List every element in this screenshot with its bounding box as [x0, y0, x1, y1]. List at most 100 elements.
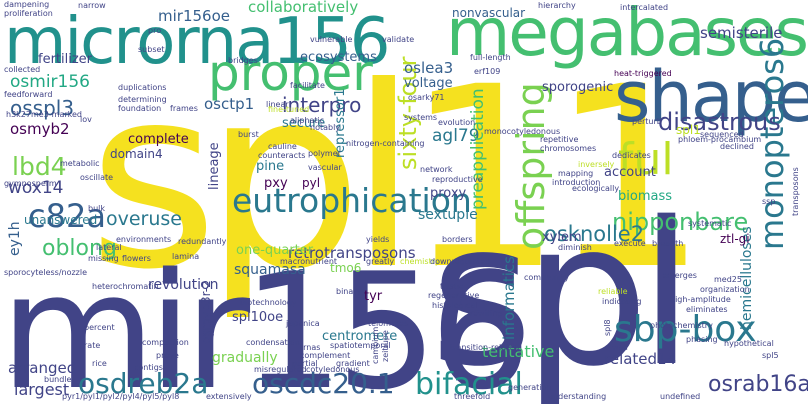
word: sporocyteless/nozzle	[4, 268, 88, 277]
word: tissue	[440, 282, 464, 291]
word: compaction	[142, 338, 189, 347]
word: full-length	[470, 53, 511, 62]
word: eliminates	[686, 305, 728, 314]
word: revolution	[148, 277, 219, 293]
word: telomeres	[368, 319, 409, 328]
word: osdreb2a	[78, 367, 209, 400]
word: oscillate	[80, 173, 114, 182]
word: rice	[92, 359, 107, 368]
word: arranged	[8, 359, 77, 377]
word: burst	[238, 130, 259, 139]
word: reproductive	[432, 175, 483, 184]
word: osmyb2	[10, 120, 70, 138]
word: mir156	[0, 238, 531, 404]
word: emerges	[662, 271, 697, 280]
word: secure	[282, 116, 326, 131]
word: polymer	[308, 149, 341, 158]
word: osmir156	[10, 72, 90, 92]
word: transition-related	[450, 343, 520, 352]
word: proliferation	[4, 9, 53, 18]
word: macronutrient	[280, 257, 338, 266]
word: nitrogen-containing	[346, 139, 425, 148]
word: vulnerable	[310, 35, 353, 44]
word: spl1	[676, 123, 701, 137]
word: fertilizer	[38, 52, 93, 67]
word: network	[420, 165, 453, 174]
word: evolution	[438, 118, 476, 127]
word: counteracts	[258, 151, 306, 160]
word: collaboratively	[248, 0, 359, 16]
word: flowers	[122, 254, 151, 263]
word: oblong	[42, 236, 117, 261]
word: reliable	[598, 287, 628, 296]
word: zeitlupe	[381, 330, 390, 362]
word: partial	[292, 359, 318, 368]
word: systems	[404, 113, 438, 122]
word: spl	[430, 179, 694, 404]
word: diminish	[558, 243, 592, 252]
word: systematic	[688, 219, 732, 228]
word: condensation	[246, 338, 300, 347]
word: misregulated	[254, 365, 307, 374]
word: breadth	[652, 239, 684, 248]
word: unanswered	[24, 213, 98, 227]
word: shape	[614, 56, 808, 138]
word: lbd4	[12, 152, 67, 181]
word: oscdc20.1	[252, 367, 395, 400]
word: hierarchy	[538, 1, 576, 10]
word: osctp1	[204, 95, 255, 113]
word: undefined	[660, 392, 701, 401]
word: bundle	[44, 375, 72, 384]
word: feedforward	[4, 90, 53, 99]
word: domain4	[110, 147, 163, 161]
word: gradient	[336, 359, 370, 368]
word: tentative	[482, 342, 555, 361]
word: interpro	[282, 93, 362, 117]
word: oslea3	[404, 59, 454, 77]
word: lamina	[172, 252, 200, 261]
word: lateral	[96, 243, 122, 252]
word: ey1h	[7, 221, 23, 256]
word: account	[604, 165, 656, 180]
word: pyr1/pyl1/pyl2/pyl4/pyl5/pyl8	[62, 392, 180, 401]
word: mapping	[558, 169, 594, 178]
word: retrotransposons	[288, 244, 416, 262]
word: histological	[432, 301, 478, 310]
word: duplications	[118, 83, 167, 92]
word: largest	[14, 380, 70, 399]
word: downregulated	[430, 257, 491, 266]
word: squamasa	[234, 262, 306, 278]
word: microrna156	[4, 5, 390, 79]
word: disastrous	[658, 108, 781, 136]
word: biomass	[618, 189, 672, 204]
word: linear	[266, 100, 289, 109]
word: transposons	[791, 167, 800, 216]
word: pro	[148, 26, 162, 35]
word: megabases	[446, 0, 808, 71]
word: nonvascular	[452, 6, 526, 20]
word: indicating	[602, 297, 642, 306]
word: eutrophication	[232, 181, 472, 220]
word: execute	[614, 239, 646, 248]
word: inversely	[578, 160, 615, 169]
word: informatics	[500, 256, 518, 340]
word: sporogenic	[542, 80, 614, 95]
word: ztl-gi	[720, 232, 750, 246]
word: osarky71	[408, 93, 445, 102]
word: tyr	[364, 289, 383, 304]
word: missing	[88, 254, 119, 263]
word: japonica	[286, 319, 320, 328]
word: heat-triggered	[614, 69, 672, 78]
word: ssp	[762, 197, 776, 206]
word: facilitate	[290, 81, 325, 90]
word: spl10oe	[232, 310, 284, 325]
word: greatly	[366, 257, 395, 266]
word: spatiotemporal	[330, 341, 391, 350]
word: spl5	[762, 351, 779, 360]
word: wall	[612, 343, 628, 352]
word: osspl3	[10, 96, 75, 120]
word: c82a	[28, 197, 106, 235]
word: environments	[116, 235, 172, 244]
word: redundantly	[178, 237, 227, 246]
word: dedicates	[612, 151, 651, 160]
